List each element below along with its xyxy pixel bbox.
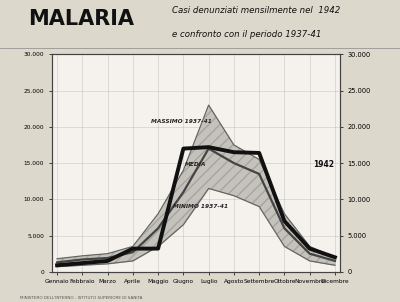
Text: MINISTERO DELL'INTERNO - ISTITUTO SUPERIORE DI SANITA: MINISTERO DELL'INTERNO - ISTITUTO SUPERI… xyxy=(20,297,142,300)
Text: MEDIA: MEDIA xyxy=(185,162,206,167)
Text: Casi denunziati mensilmente nel  1942: Casi denunziati mensilmente nel 1942 xyxy=(172,6,340,15)
Text: e confronto con il periodo 1937-41: e confronto con il periodo 1937-41 xyxy=(172,30,321,39)
Text: MASSIMO 1937-41: MASSIMO 1937-41 xyxy=(150,119,212,124)
Text: 1942: 1942 xyxy=(314,160,334,169)
Text: MALARIA: MALARIA xyxy=(28,9,134,29)
Text: MINIMO 1937-41: MINIMO 1937-41 xyxy=(173,204,228,209)
